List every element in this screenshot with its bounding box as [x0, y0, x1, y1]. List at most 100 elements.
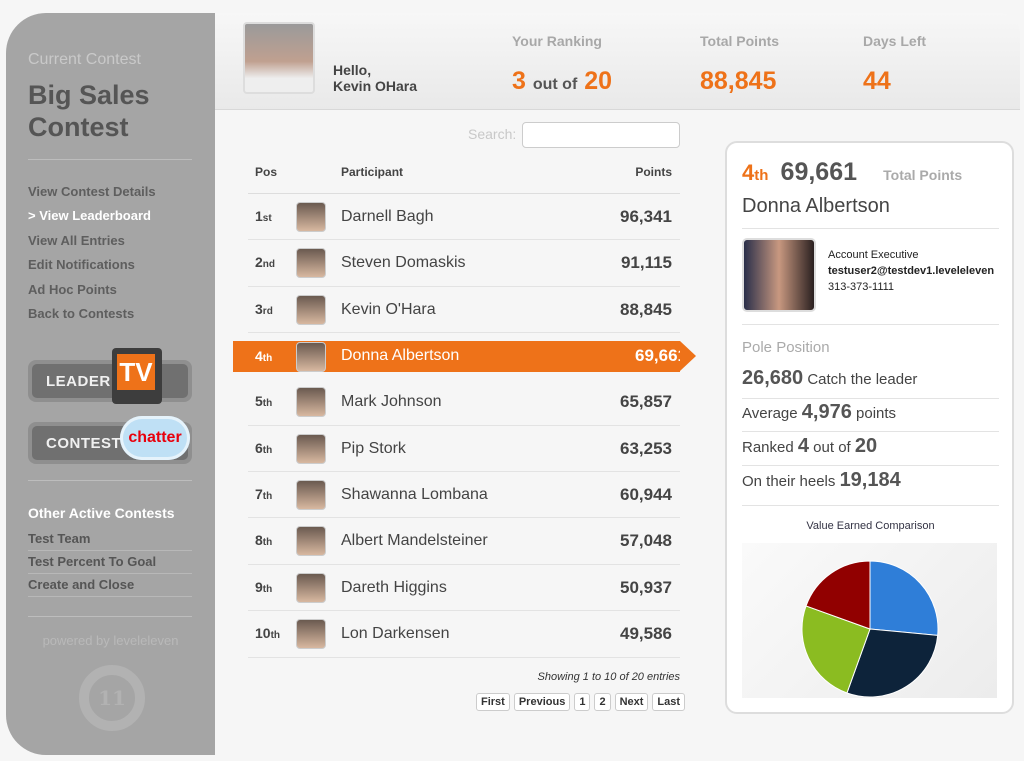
- user-name: Kevin OHara: [333, 78, 418, 94]
- nav-view-all-entries[interactable]: View All Entries: [28, 233, 125, 248]
- participant-points: 96,341: [620, 207, 672, 226]
- other-contest-link[interactable]: Test Percent To Goal: [28, 554, 192, 574]
- card-email: testuser2@testdev1.leveleleven: [828, 265, 995, 277]
- col-points: Points: [635, 165, 672, 179]
- pie-slice: [869, 560, 939, 636]
- search-label: Search:: [468, 126, 517, 142]
- card-contact: Account Executive testuser2@testdev1.lev…: [828, 247, 994, 295]
- row-position: 1st: [255, 208, 272, 224]
- page-next[interactable]: Next: [614, 693, 649, 711]
- pie-slice: [846, 628, 939, 698]
- page-1[interactable]: 1: [574, 693, 591, 711]
- average-points: Average 4,976 points: [742, 401, 897, 423]
- participant-avatar: [296, 248, 326, 279]
- divider: [742, 228, 999, 229]
- row-position: 8th: [255, 532, 273, 549]
- participant-name: Mark Johnson: [341, 393, 442, 411]
- col-participant: Participant: [341, 165, 404, 179]
- participant-points: 50,937: [620, 577, 672, 597]
- divider: [742, 324, 999, 325]
- participant-points: 69,661: [635, 346, 687, 366]
- pie-slice: [805, 560, 871, 630]
- nav-edit-notifications[interactable]: Edit Notifications: [28, 257, 135, 272]
- divider: [742, 431, 999, 432]
- participant-name: Darnell Bagh: [341, 208, 434, 225]
- participant-avatar: [296, 387, 326, 418]
- total-points-label: Total Points: [700, 33, 780, 49]
- chart-title: Value Earned Comparison: [806, 520, 935, 532]
- participant-avatar: [296, 619, 326, 650]
- table-row[interactable]: 2nd Steven Domaskis 91,115: [248, 240, 680, 287]
- participant-name: Albert Mandelsteiner: [341, 532, 488, 550]
- table-row[interactable]: 6th Pip Stork 63,253: [248, 426, 680, 472]
- row-position: 9th: [255, 578, 273, 595]
- participant-name: Steven Domaskis: [341, 254, 466, 272]
- page-2[interactable]: 2: [594, 693, 611, 711]
- header: Hello, Kevin OHara Your Ranking 3 out of …: [215, 13, 1020, 110]
- participant-avatar: [296, 572, 326, 603]
- divider: [742, 465, 999, 466]
- table-row[interactable]: 3rd Kevin O'Hara 88,845: [248, 287, 680, 334]
- participant-avatar: [296, 433, 326, 464]
- ranked: Ranked 4 out of 20: [742, 435, 878, 457]
- nav-view-leaderboard[interactable]: > View Leaderboard: [28, 208, 151, 223]
- divider: [742, 505, 999, 506]
- card-phone: 313-373-1111: [828, 281, 895, 293]
- participant-points: 88,845: [620, 299, 672, 319]
- card-rank: 4th 69,661 Total Points: [742, 158, 963, 186]
- card-avatar: [742, 238, 816, 312]
- row-position: 6th: [255, 439, 273, 456]
- table-row[interactable]: 5th Mark Johnson 65,857: [248, 379, 680, 426]
- participant-avatar: [296, 479, 326, 510]
- days-left-value: 44: [863, 67, 891, 95]
- row-position: 7th: [255, 485, 273, 502]
- participant-points: 63,253: [620, 438, 672, 458]
- card-job-title: Account Executive: [828, 249, 919, 261]
- leveleleven-logo: 11: [79, 665, 145, 731]
- card-name: Donna Albertson: [742, 195, 890, 217]
- nav-back-to-contests[interactable]: Back to Contests: [28, 306, 135, 321]
- participant-name: Kevin O'Hara: [341, 300, 436, 318]
- other-contest-link[interactable]: Create and Close: [28, 577, 192, 597]
- table-row[interactable]: 10th Lon Darkensen 49,586: [248, 611, 680, 658]
- total-points-value: 88,845: [700, 67, 777, 95]
- participant-points: 57,048: [620, 531, 672, 551]
- table-row[interactable]: 8th Albert Mandelsteiner 57,048: [248, 518, 680, 565]
- row-position: 2nd: [255, 254, 276, 271]
- participant-points: 49,586: [620, 624, 672, 644]
- powered-by: powered by leveleleven: [42, 633, 179, 648]
- user-avatar: [243, 22, 315, 94]
- card-points: 69,661: [780, 158, 858, 186]
- pole-position-label: Pole Position: [742, 339, 830, 356]
- divider: [28, 159, 192, 160]
- other-contest-link[interactable]: Test Team: [28, 531, 192, 551]
- page-first[interactable]: First: [476, 693, 510, 711]
- search-input[interactable]: [522, 122, 680, 148]
- days-left-label: Days Left: [863, 33, 927, 49]
- col-pos: Pos: [255, 165, 278, 179]
- table-row[interactable]: 1st Darnell Bagh 96,341: [248, 194, 680, 241]
- participant-avatar: [296, 202, 326, 232]
- divider: [28, 480, 192, 481]
- on-their-heels: On their heels 19,184: [742, 469, 901, 491]
- nav-ad-hoc-points[interactable]: Ad Hoc Points: [28, 282, 117, 297]
- participant-avatar: [296, 526, 326, 557]
- participant-points: 60,944: [620, 484, 672, 504]
- divider: [742, 398, 999, 399]
- page-previous[interactable]: Previous: [513, 693, 571, 711]
- pie-slice: [801, 605, 871, 694]
- ranking-value: 3 out of 20: [512, 67, 613, 95]
- table-row[interactable]: 7th Shawanna Lombana 60,944: [248, 472, 680, 519]
- ranking-label: Your Ranking: [512, 33, 602, 49]
- nav-view-contest-details[interactable]: View Contest Details: [28, 184, 156, 199]
- current-contest-label: Current Contest: [28, 51, 141, 68]
- page-last[interactable]: Last: [652, 693, 686, 711]
- table-row-selected[interactable]: 4th Donna Albertson 69,661: [233, 341, 696, 373]
- table-row[interactable]: 9th Dareth Higgins 50,937: [248, 565, 680, 612]
- participant-name: Donna Albertson: [341, 347, 460, 365]
- participant-name: Lon Darkensen: [341, 625, 450, 643]
- leader-tv-button[interactable]: LEADER TV: [28, 348, 192, 404]
- row-position: 10th: [255, 625, 281, 642]
- catch-leader: 26,680 Catch the leader: [742, 367, 918, 389]
- contest-chatter-button[interactable]: CONTEST chatter: [28, 416, 192, 464]
